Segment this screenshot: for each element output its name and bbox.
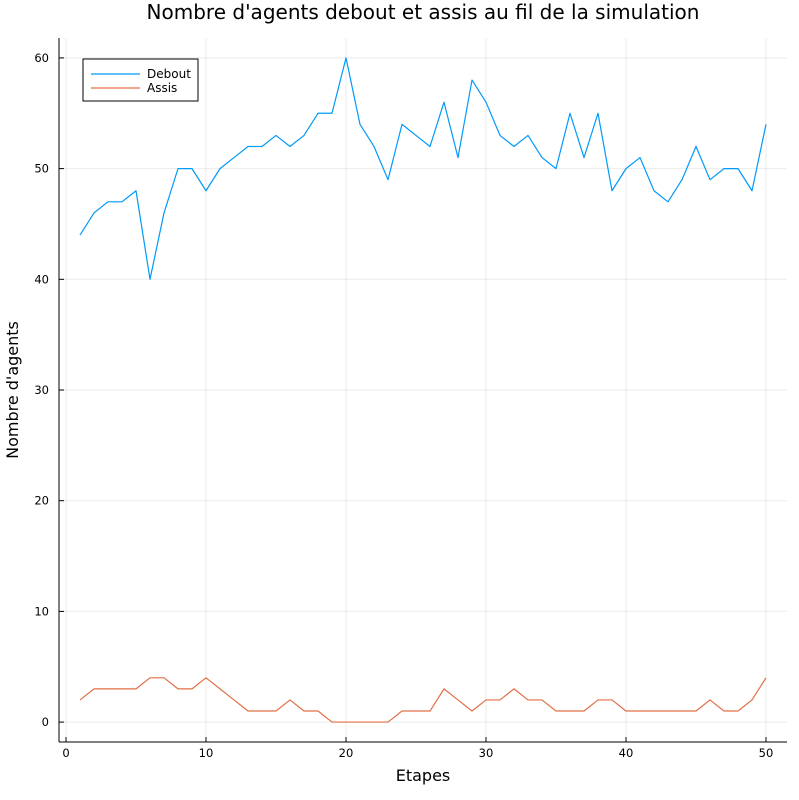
y-tick-label: 0 <box>42 715 49 729</box>
series <box>79 57 767 723</box>
y-tick-label: 50 <box>34 162 49 176</box>
x-axis-label: Etapes <box>396 766 451 785</box>
legend: Debout Assis <box>82 58 199 102</box>
y-tick-label: 30 <box>34 383 49 397</box>
legend-label-debout: Debout <box>147 67 191 81</box>
x-tick-label: 30 <box>479 746 494 760</box>
y-tick-label: 40 <box>34 272 49 286</box>
chart-title: Nombre d'agents debout et assis au fil d… <box>147 0 700 24</box>
legend-box <box>82 58 199 102</box>
x-tick-label: 0 <box>62 746 69 760</box>
y-tick-label: 10 <box>34 604 49 618</box>
y-tick-label: 60 <box>34 51 49 65</box>
legend-label-assis: Assis <box>147 81 177 95</box>
y-axis-label: Nombre d'agents <box>3 321 22 459</box>
y-tick-label: 20 <box>34 494 49 508</box>
y-ticks: 0 10 20 30 40 50 60 <box>34 51 64 729</box>
x-ticks: 0 10 20 30 40 50 <box>62 737 773 760</box>
series-line-assis <box>79 677 767 723</box>
x-tick-label: 40 <box>619 746 634 760</box>
x-tick-label: 20 <box>339 746 354 760</box>
grid <box>59 38 787 742</box>
series-line-debout <box>79 57 767 280</box>
x-tick-label: 10 <box>199 746 214 760</box>
x-tick-label: 50 <box>759 746 774 760</box>
